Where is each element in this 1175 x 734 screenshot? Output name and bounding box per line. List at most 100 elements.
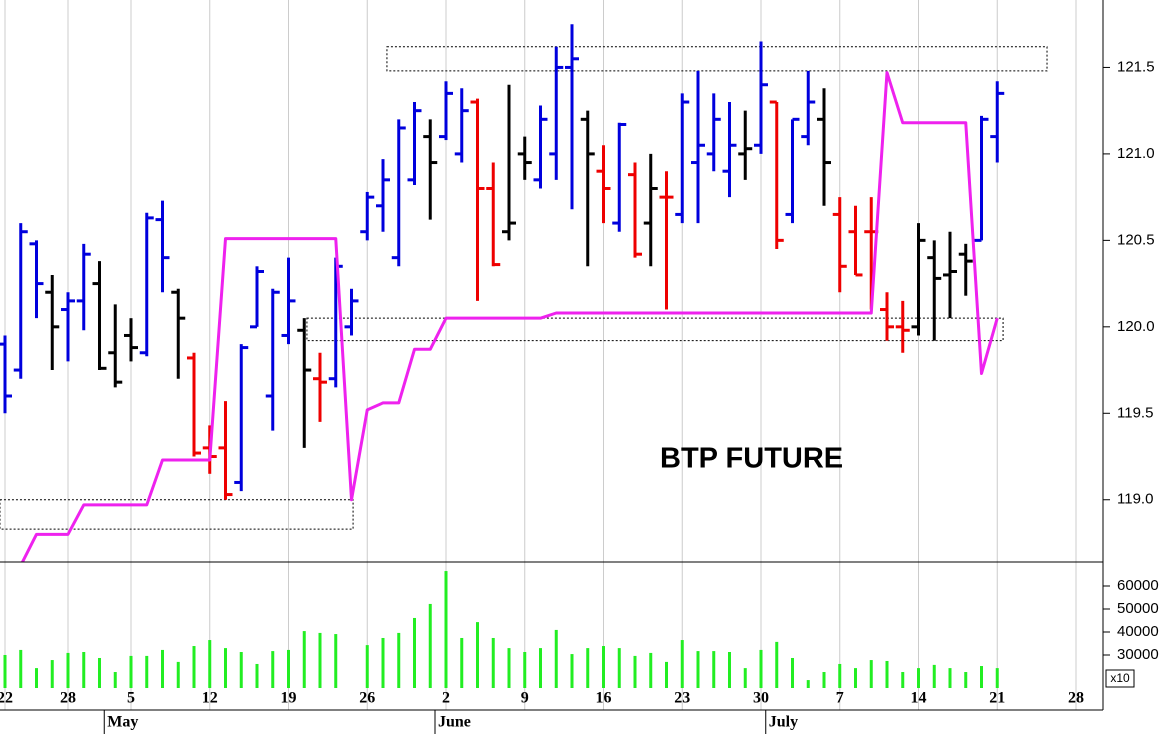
x-tick-label: 14 xyxy=(911,690,927,707)
volume-bar xyxy=(145,655,149,688)
volume-tick-label: 40000 xyxy=(1117,623,1159,640)
volume-bar xyxy=(680,640,684,688)
volume-bar xyxy=(192,646,196,688)
volume-bar xyxy=(791,657,794,688)
chart-annotation: BTP FUTURE xyxy=(660,443,843,475)
volume-bar xyxy=(775,641,779,688)
volume-bar xyxy=(287,649,290,688)
volume-bar xyxy=(302,631,306,688)
volume-bar xyxy=(476,622,479,688)
volume-bar xyxy=(523,652,527,688)
volume-bar xyxy=(649,652,653,688)
month-label: May xyxy=(107,714,138,731)
x-tick-label: 21 xyxy=(989,690,1005,707)
x-tick-label: 28 xyxy=(60,690,76,707)
volume-bar xyxy=(413,617,416,688)
indicator-line xyxy=(20,71,999,562)
x-tick-label: 23 xyxy=(674,690,690,707)
x-tick-label: 16 xyxy=(596,690,612,707)
volume-bar xyxy=(318,632,322,688)
x-tick-label: 22 xyxy=(0,690,13,707)
volume-bar xyxy=(665,661,668,688)
volume-bar xyxy=(633,655,637,688)
month-label: June xyxy=(438,714,471,731)
volume-bar xyxy=(82,652,86,688)
volume-bar xyxy=(617,648,621,688)
volume-bar xyxy=(491,637,495,688)
y-tick-label: 120.0 xyxy=(1117,318,1155,335)
month-label: July xyxy=(769,714,798,731)
volume-bar xyxy=(885,660,889,688)
volume-tick-label: 30000 xyxy=(1117,646,1159,663)
volume-bar xyxy=(964,672,968,688)
volume-bar xyxy=(35,668,38,688)
x-tick-label: 28 xyxy=(1068,690,1084,707)
y-tick-label: 121.5 xyxy=(1117,58,1155,75)
volume-bar xyxy=(854,668,857,688)
volume-bars xyxy=(3,571,999,688)
volume-bar xyxy=(586,648,590,688)
volume-bar xyxy=(50,660,54,688)
volume-bar xyxy=(602,646,605,688)
volume-bar xyxy=(822,672,826,688)
multiplier-label: x10 xyxy=(1110,671,1130,685)
volume-bar xyxy=(995,668,999,688)
volume-bar xyxy=(932,664,936,688)
y-tick-label: 119.5 xyxy=(1117,404,1153,421)
volume-bar xyxy=(397,632,401,688)
volume-bar xyxy=(176,661,180,688)
x-tick-label: 30 xyxy=(753,690,769,707)
x-tick-label: 9 xyxy=(521,690,529,707)
volume-bar xyxy=(161,649,164,688)
volume-bar xyxy=(365,645,369,688)
volume-bar xyxy=(869,660,873,688)
volume-bar xyxy=(539,648,542,688)
volume-bar xyxy=(3,654,7,688)
volume-bar xyxy=(271,651,275,688)
volume-bar xyxy=(113,672,117,688)
y-tick-label: 120.5 xyxy=(1117,231,1155,248)
volume-bar xyxy=(948,668,952,688)
volume-bar xyxy=(759,649,763,688)
volume-bar xyxy=(460,637,464,688)
indicator xyxy=(20,71,999,562)
zone xyxy=(0,499,354,530)
volume-tick-label: 50000 xyxy=(1117,600,1159,617)
volume-bar xyxy=(728,652,731,688)
volume-bar xyxy=(255,663,259,688)
volume-bar xyxy=(428,603,432,688)
zone xyxy=(306,317,1004,342)
multiplier-box xyxy=(1105,669,1135,688)
volume-bar xyxy=(806,680,810,688)
volume-bar xyxy=(554,629,558,688)
volume-tick-label: 60000 xyxy=(1117,577,1159,594)
volume-bar xyxy=(917,668,920,688)
x-tick-label: 5 xyxy=(127,690,135,707)
volume-bar xyxy=(19,649,23,688)
volume-bar xyxy=(444,571,448,688)
volume-bar xyxy=(838,663,842,688)
zones xyxy=(0,46,1048,530)
x-tick-label: 19 xyxy=(281,690,297,707)
zone xyxy=(386,46,1048,72)
x-tick-label: 26 xyxy=(359,690,375,707)
volume-bar xyxy=(712,651,716,688)
volume-bar xyxy=(334,634,338,688)
ohlc-bars xyxy=(0,24,1005,500)
y-tick-label: 121.0 xyxy=(1117,145,1155,162)
volume-bar xyxy=(901,672,905,688)
volume-bar xyxy=(239,652,243,688)
volume-bar xyxy=(66,652,70,688)
volume-bar xyxy=(570,654,574,688)
x-tick-label: 7 xyxy=(836,690,844,707)
x-tick-label: 12 xyxy=(202,690,218,707)
volume-bar xyxy=(98,657,101,688)
volume-bar xyxy=(743,668,747,688)
volume-bar xyxy=(507,648,511,688)
volume-bar xyxy=(381,637,385,688)
x-tick-label: 2 xyxy=(442,690,450,707)
volume-bar xyxy=(980,666,983,688)
